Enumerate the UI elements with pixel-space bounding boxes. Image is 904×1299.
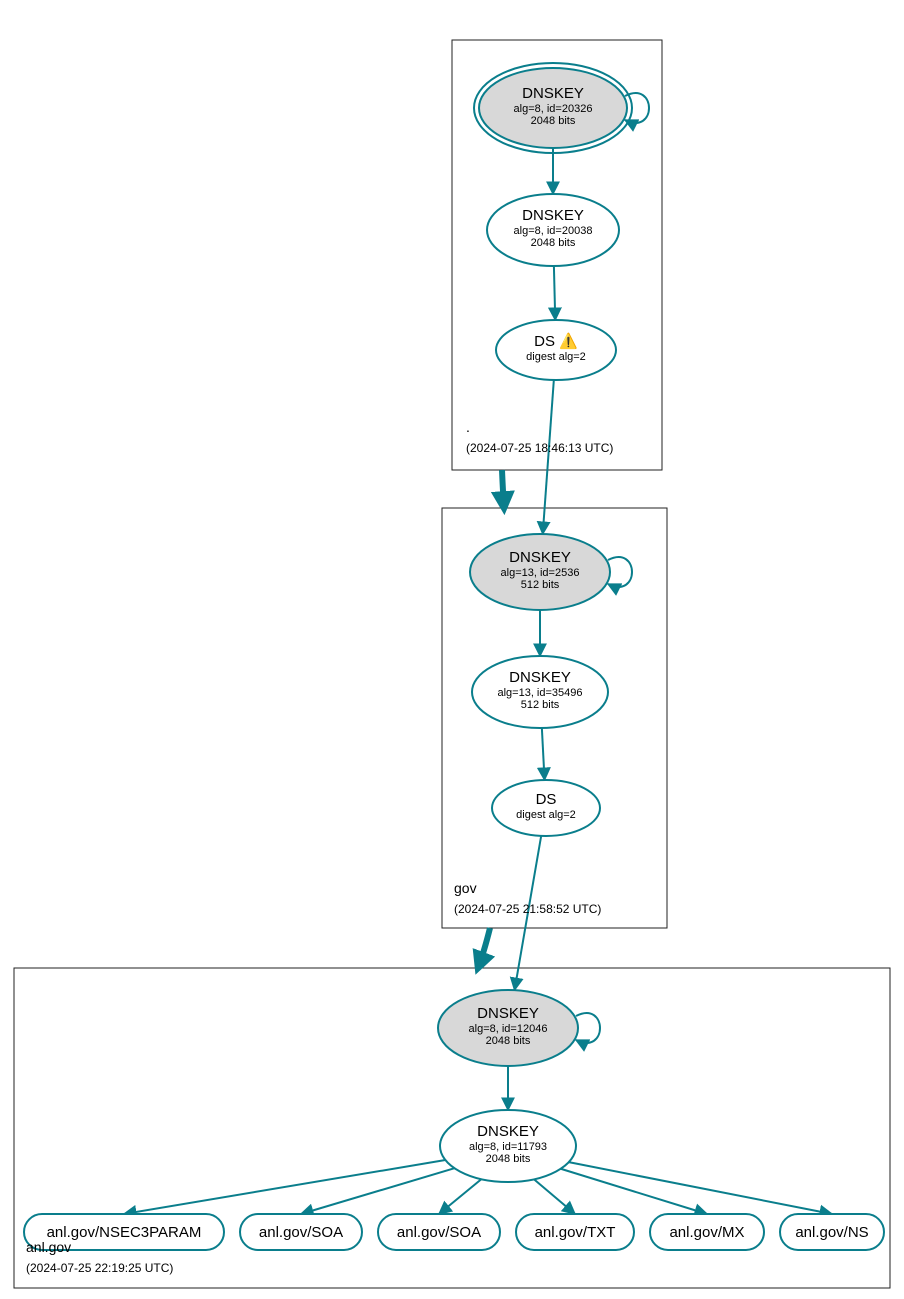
zone-timestamp-anl: (2024-07-25 22:19:25 UTC) [26, 1261, 173, 1275]
node-sub1: digest alg=2 [526, 351, 586, 363]
node-root-zsk: DNSKEYalg=8, id=200382048 bits [487, 194, 619, 266]
rr-label: anl.gov/MX [669, 1224, 744, 1241]
self-sign-loop [608, 557, 632, 587]
edge [543, 380, 554, 534]
node-gov-ds: DSdigest alg=2 [492, 780, 600, 836]
node-title: DNSKEY [522, 85, 584, 102]
zone-delegation-edge [478, 928, 490, 968]
node-rr-txt: anl.gov/TXT [516, 1214, 634, 1250]
node-rr-soa2: anl.gov/SOA [378, 1214, 500, 1250]
node-sub1: alg=13, id=35496 [497, 687, 582, 699]
edge [569, 1162, 832, 1214]
node-sub1: alg=13, id=2536 [501, 567, 580, 579]
edge [542, 728, 545, 780]
rr-label: anl.gov/TXT [535, 1224, 616, 1241]
node-sub2: 2048 bits [531, 115, 576, 127]
self-sign-loop [625, 93, 649, 123]
node-title: DNSKEY [477, 1005, 539, 1022]
dnssec-diagram: DNSKEYalg=8, id=203262048 bitsDNSKEYalg=… [0, 0, 904, 1299]
node-root-ksk: DNSKEYalg=8, id=203262048 bits [474, 63, 649, 153]
node-rr-mx: anl.gov/MX [650, 1214, 764, 1250]
node-title: DS ⚠️ [534, 332, 578, 350]
edge [124, 1160, 445, 1214]
rr-label: anl.gov/SOA [259, 1224, 343, 1241]
node-gov-zsk: DNSKEYalg=13, id=35496512 bits [472, 656, 608, 728]
zone-delegation-edge [502, 470, 504, 508]
node-sub1: digest alg=2 [516, 809, 576, 821]
node-sub1: alg=8, id=20326 [514, 103, 593, 115]
node-gov-ksk: DNSKEYalg=13, id=2536512 bits [470, 534, 632, 610]
edge [554, 266, 555, 320]
rr-label: anl.gov/SOA [397, 1224, 481, 1241]
node-sub2: 512 bits [521, 579, 560, 591]
warning-icon: ⚠️ [559, 332, 578, 350]
node-rr-soa1: anl.gov/SOA [240, 1214, 362, 1250]
node-sub2: 512 bits [521, 699, 560, 711]
node-title: DNSKEY [477, 1123, 539, 1140]
node-title: DNSKEY [509, 549, 571, 566]
zone-timestamp-gov: (2024-07-25 21:58:52 UTC) [454, 902, 601, 916]
node-title: DNSKEY [509, 669, 571, 686]
self-sign-loop [576, 1013, 600, 1043]
node-title: DS [536, 791, 557, 808]
edge [439, 1179, 481, 1214]
rr-label: anl.gov/NS [795, 1224, 868, 1241]
node-sub1: alg=8, id=20038 [514, 225, 593, 237]
node-sub1: alg=8, id=12046 [469, 1023, 548, 1035]
node-sub2: 2048 bits [531, 237, 576, 249]
edge [534, 1179, 575, 1214]
node-anl-ksk: DNSKEYalg=8, id=120462048 bits [438, 990, 600, 1066]
zone-timestamp-root: (2024-07-25 18:46:13 UTC) [466, 441, 613, 455]
zone-label-gov: gov [454, 880, 477, 896]
edge [301, 1168, 455, 1214]
node-sub2: 2048 bits [486, 1153, 531, 1165]
node-root-ds: DS ⚠️digest alg=2 [496, 320, 616, 380]
node-title: DNSKEY [522, 207, 584, 224]
zone-label-anl: anl.gov [26, 1239, 71, 1255]
zone-label-root: . [466, 419, 470, 435]
node-sub2: 2048 bits [486, 1035, 531, 1047]
node-sub1: alg=8, id=11793 [469, 1141, 547, 1153]
node-anl-zsk: DNSKEYalg=8, id=117932048 bits [440, 1110, 576, 1182]
node-rr-ns: anl.gov/NS [780, 1214, 884, 1250]
